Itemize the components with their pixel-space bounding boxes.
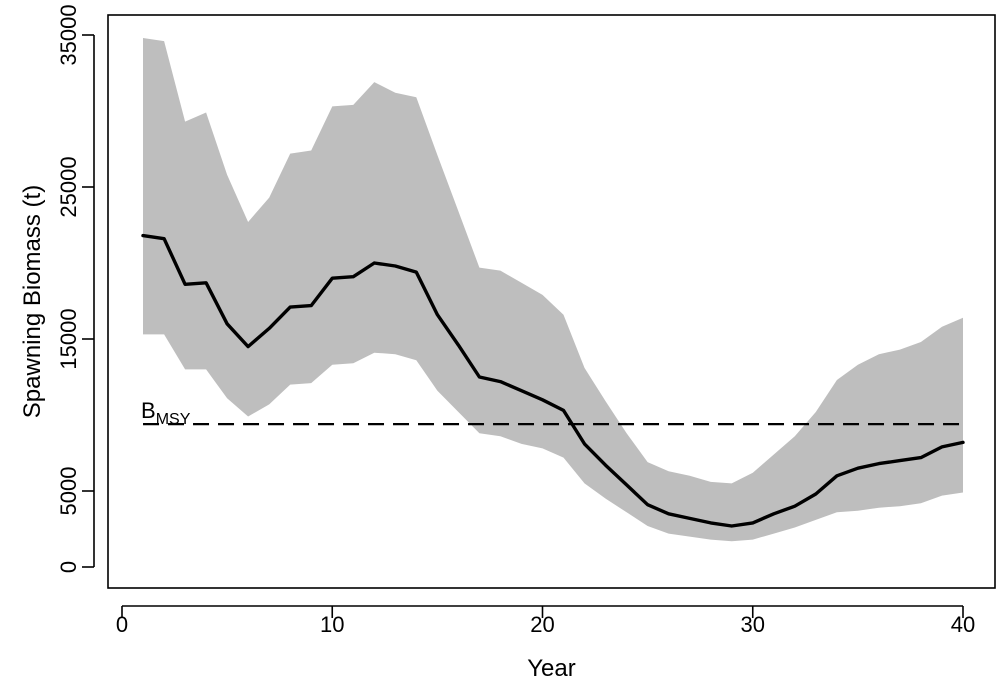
y-axis-title: Spawning Biomass (t) [19,185,46,418]
x-axis: 0 10 20 30 40 [116,605,975,637]
x-tick-label: 20 [530,612,554,637]
confidence-band-layer [143,38,963,542]
confidence-band [143,38,963,542]
x-tick-label: 30 [741,612,765,637]
y-tick-label: 35000 [56,4,81,65]
plot-frame [107,14,996,589]
y-tick-label: 5000 [56,467,81,516]
x-axis-title: Year [527,655,576,682]
bmsy-label: BMSY [141,398,191,428]
x-tick-label: 40 [951,612,975,637]
y-tick-label: 15000 [56,308,81,369]
x-tick-label: 10 [320,612,344,637]
y-tick-label: 25000 [56,156,81,217]
y-axis: 0 5000 15000 25000 35000 [56,4,95,573]
bmsy-label-main: B [141,398,156,423]
bmsy-label-subscript: MSY [156,411,191,428]
biomass-line-layer [141,233,965,528]
x-tick-label: 0 [116,612,128,637]
biomass-line [141,233,965,528]
y-tick-label: 0 [56,561,81,573]
